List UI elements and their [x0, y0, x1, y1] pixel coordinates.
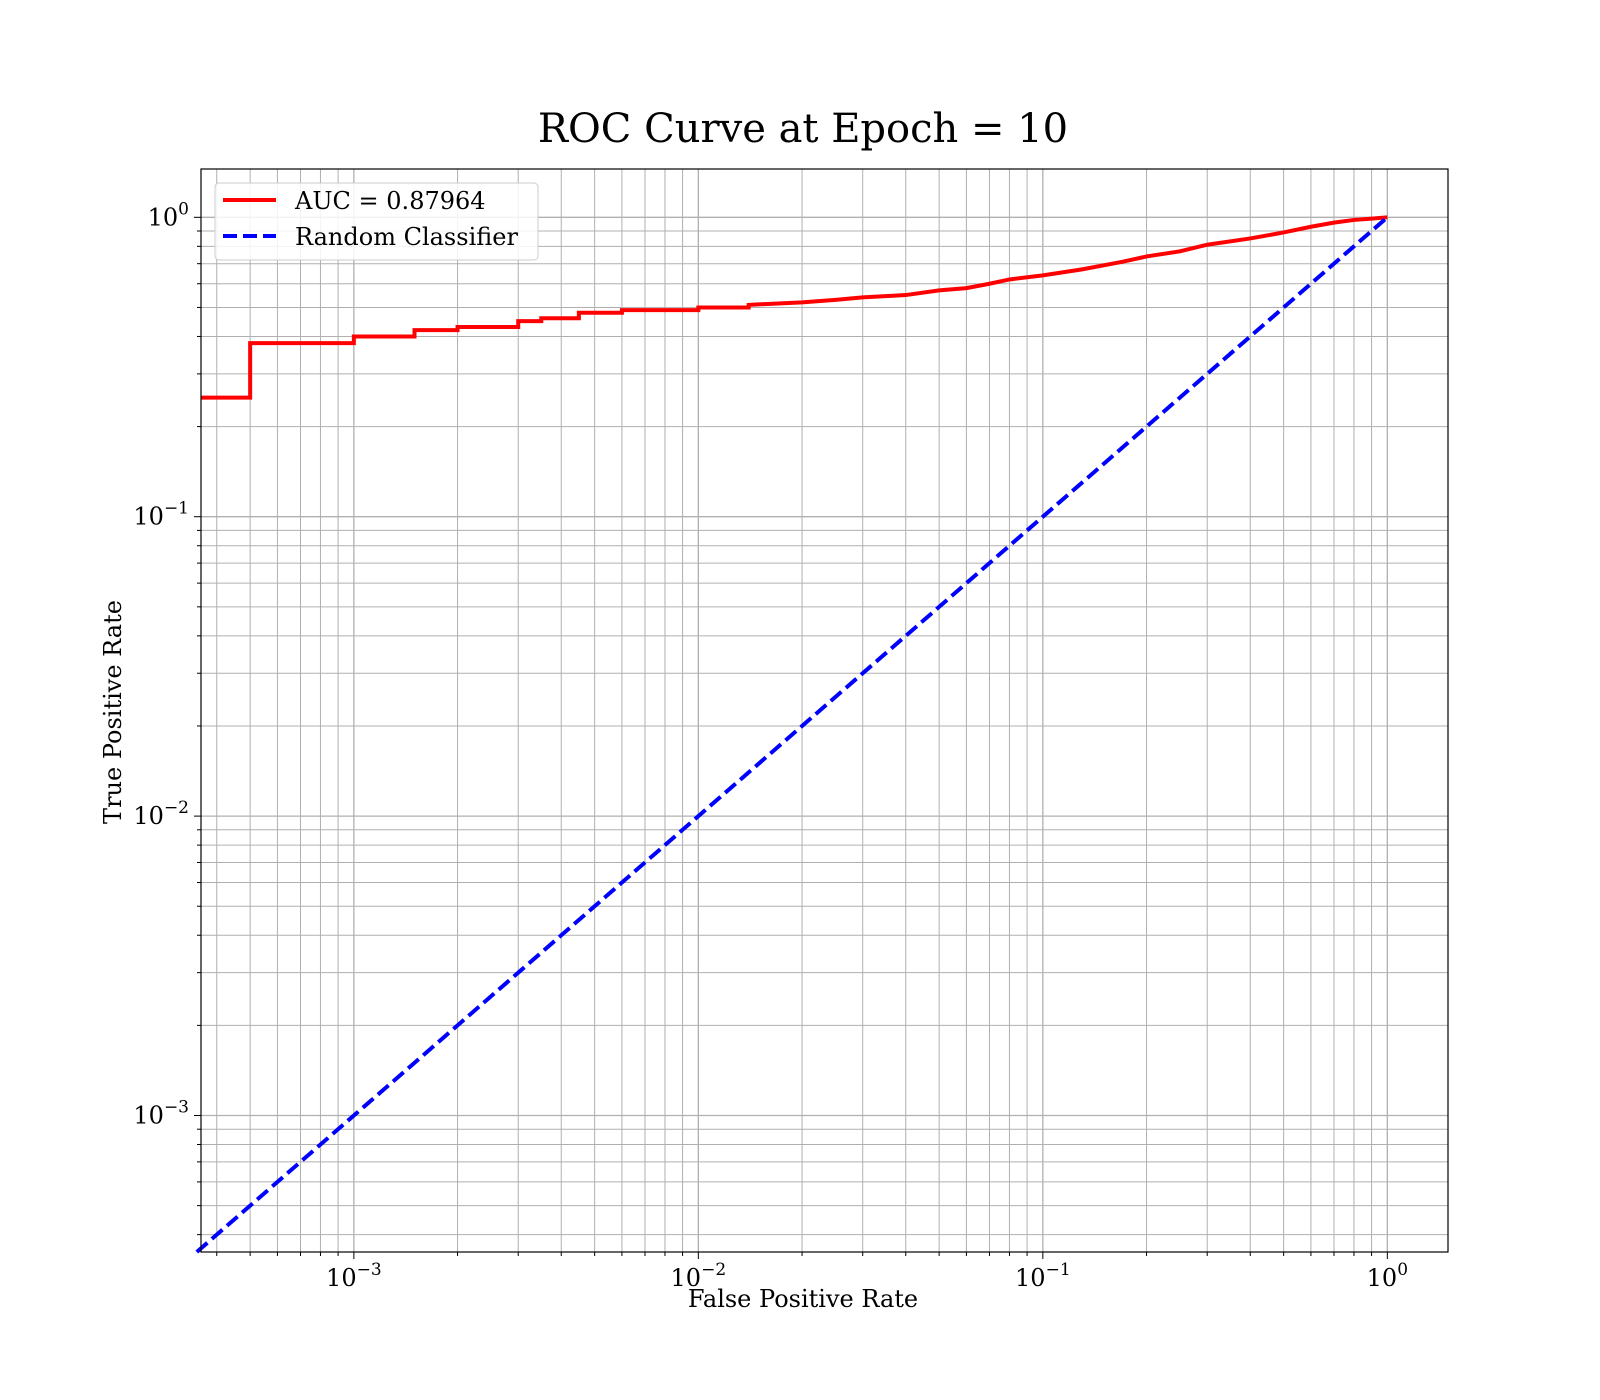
plot-frame: [200, 168, 1449, 1253]
legend-box: [214, 182, 539, 261]
roc-curve-line: [201, 215, 1388, 400]
y-tick-label: 10−3: [133, 1097, 189, 1129]
legend-label-auc: AUC = 0.87964: [294, 187, 486, 215]
series-layer: [195, 215, 1389, 1254]
y-tick-label: 10−1: [133, 499, 189, 531]
legend: AUC = 0.87964 Random Classifier: [214, 182, 539, 261]
x-axis-label: False Positive Rate: [688, 1285, 918, 1313]
x-tick-label: 10−2: [671, 1260, 727, 1292]
axis-ticks: [194, 216, 1388, 1259]
y-tick-label: 10−2: [133, 798, 189, 830]
y-axis-label: True Positive Rate: [99, 600, 127, 824]
legend-label-random-classifier: Random Classifier: [295, 223, 518, 251]
tick-labels: 10−3 10−2 10−1 100 10−3 10−2 10−1 100: [133, 199, 1408, 1292]
y-tick-label: 100: [148, 199, 189, 231]
x-tick-label: 10−1: [1015, 1260, 1071, 1292]
random-classifier-line: [195, 215, 1389, 1254]
x-tick-label: 10−3: [326, 1260, 382, 1292]
x-tick-label: 100: [1367, 1260, 1408, 1292]
chart-title: ROC Curve at Epoch = 10: [538, 106, 1068, 152]
